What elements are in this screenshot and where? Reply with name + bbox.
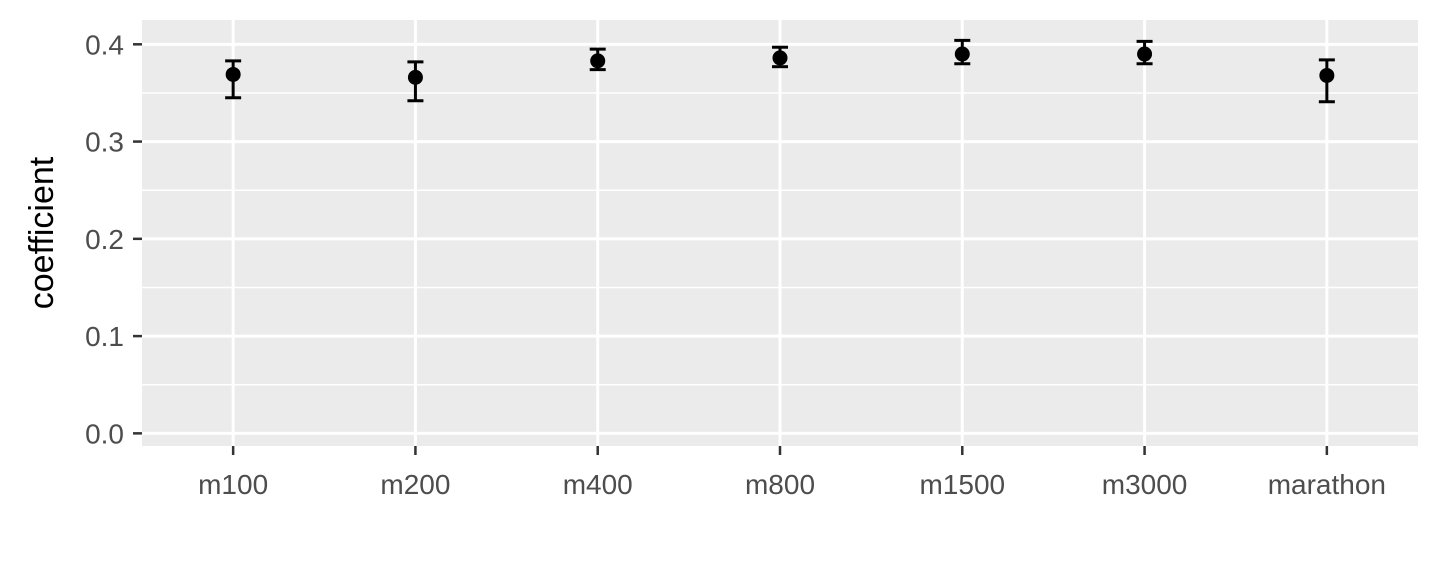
x-tick-label: m400: [563, 469, 633, 500]
x-tick-label: m200: [380, 469, 450, 500]
x-tick-label: m3000: [1102, 469, 1188, 500]
x-tick-label: m100: [198, 469, 268, 500]
y-tick-label: 0.2: [85, 224, 124, 255]
error-bar-group: [772, 45, 788, 69]
axes: 0.0 0.1 0.2 0.3 0.4 m100 m200 m400 m800 m1500 m300…: [85, 29, 1386, 500]
x-tick-label: marathon: [1268, 469, 1386, 500]
error-bar-group: [225, 59, 242, 100]
gridlines: [142, 20, 1418, 446]
error-bar-group: [954, 38, 971, 66]
y-tick-label: 0.3: [85, 127, 124, 158]
data-point: [1319, 67, 1335, 83]
y-tick-label: 0.1: [85, 321, 124, 352]
error-bar-group: [589, 47, 606, 72]
y-axis-title: coefficient: [23, 156, 61, 309]
data-marks: [225, 38, 1335, 104]
error-bar-group: [1318, 58, 1335, 104]
y-tick-label: 0.0: [85, 418, 124, 449]
x-tick-label: m1500: [919, 469, 1005, 500]
data-point: [954, 46, 970, 62]
y-tick-label: 0.4: [85, 29, 124, 60]
error-bar-group: [1136, 39, 1153, 66]
data-point: [772, 50, 788, 66]
x-tick-label: m800: [745, 469, 815, 500]
data-point: [590, 53, 606, 69]
error-bar-group: [407, 60, 424, 103]
data-point: [407, 69, 423, 85]
data-point: [1137, 46, 1153, 62]
data-point: [225, 66, 241, 82]
